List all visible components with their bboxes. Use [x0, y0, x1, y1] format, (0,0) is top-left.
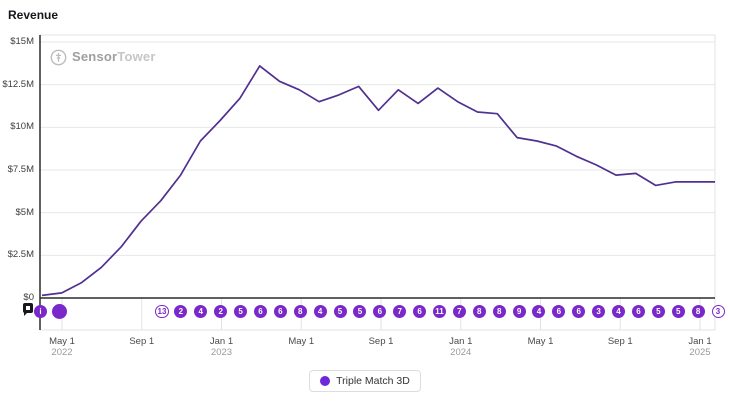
- x-tick: Sep 1: [349, 336, 413, 347]
- timeline-event-badge[interactable]: 2: [214, 304, 228, 318]
- annotation-flag-icon[interactable]: [23, 303, 33, 316]
- x-tick: Jan 1 2024: [429, 336, 493, 358]
- timeline-event-badge[interactable]: 6: [572, 304, 586, 318]
- x-tick-label: Jan 1: [449, 336, 473, 347]
- timeline-event-badge[interactable]: 11: [433, 304, 446, 318]
- y-tick-label: $12.5M: [2, 78, 34, 90]
- revenue-series-line[interactable]: [41, 65, 715, 297]
- legend-label: Triple Match 3D: [336, 375, 410, 387]
- x-tick-year: 2025: [689, 347, 711, 358]
- timeline-event-badge[interactable]: 5: [234, 304, 248, 318]
- timeline-event-badge[interactable]: 7: [452, 304, 466, 318]
- x-tick-label: May 1: [527, 336, 554, 347]
- timeline-event-badge[interactable]: 9: [512, 304, 526, 318]
- x-tick: Jan 1 2023: [190, 336, 254, 358]
- y-tick-label: $10M: [10, 121, 34, 133]
- timeline-event-badge[interactable]: 3: [592, 304, 606, 318]
- y-tick-label: $0: [23, 292, 34, 303]
- timeline-event-badge[interactable]: 4: [313, 304, 327, 318]
- series-color-dot: [320, 376, 331, 386]
- legend-item-triple-match-3d[interactable]: Triple Match 3D: [309, 370, 421, 392]
- timeline-event-badge[interactable]: 4: [194, 304, 208, 318]
- x-tick: Jan 1 2025: [668, 336, 730, 358]
- timeline-event-badge[interactable]: 5: [651, 304, 665, 318]
- timeline-event-badge[interactable]: 7: [393, 304, 407, 318]
- x-tick-label: Sep 1: [607, 336, 633, 347]
- timeline-event-badge[interactable]: 8: [293, 304, 307, 318]
- x-tick: Sep 1: [588, 336, 652, 347]
- y-tick-label: $2.5M: [7, 249, 34, 261]
- y-tick-label: $5M: [15, 206, 34, 218]
- x-tick-label: May 1: [49, 336, 75, 347]
- x-tick-label: Jan 1: [209, 336, 234, 347]
- timeline-event-badge[interactable]: 5: [353, 304, 367, 318]
- x-tick-label: May 1: [288, 336, 315, 347]
- x-tick: Sep 1: [110, 336, 174, 347]
- x-tick: May 1: [269, 336, 333, 347]
- y-tick-label: $15M: [10, 36, 34, 47]
- timeline-event-badge[interactable]: 13: [154, 304, 170, 318]
- timeline-event-badge[interactable]: 8: [691, 304, 705, 318]
- x-tick-year: 2022: [51, 347, 73, 358]
- page-title: Revenue: [8, 8, 59, 22]
- x-tick-label: Jan 1: [688, 336, 712, 347]
- info-badge[interactable]: i: [34, 304, 47, 318]
- timeline-event-badge[interactable]: 6: [413, 304, 427, 318]
- timeline-event-badge[interactable]: 4: [612, 304, 626, 318]
- legend: Triple Match 3D: [0, 370, 730, 392]
- timeline-event-badge[interactable]: 6: [373, 304, 387, 318]
- x-tick: May 1: [509, 336, 573, 347]
- timeline-event-badge[interactable]: 6: [273, 304, 287, 318]
- marker-dot-badge[interactable]: [52, 303, 67, 319]
- timeline-event-badge[interactable]: 3: [711, 304, 725, 318]
- timeline-event-badge[interactable]: 5: [333, 304, 347, 318]
- x-tick: May 1 2022: [30, 336, 94, 358]
- timeline-event-badge[interactable]: 8: [492, 304, 506, 318]
- x-tick-year: 2023: [210, 347, 233, 358]
- x-tick-label: Sep 1: [129, 336, 155, 347]
- chart-canvas: [39, 34, 716, 331]
- timeline-event-badge[interactable]: 6: [552, 304, 566, 318]
- y-tick-label: $7.5M: [7, 164, 34, 175]
- timeline-event-badge[interactable]: 4: [532, 304, 546, 318]
- timeline-event-badge[interactable]: 6: [253, 304, 267, 318]
- timeline-event-badge[interactable]: 8: [472, 304, 486, 318]
- x-tick-year: 2024: [450, 347, 472, 358]
- timeline-event-badge[interactable]: 5: [671, 304, 685, 318]
- timeline-event-badge[interactable]: 6: [631, 304, 645, 318]
- x-tick-label: Sep 1: [368, 336, 394, 347]
- timeline-event-badge[interactable]: 2: [174, 304, 188, 318]
